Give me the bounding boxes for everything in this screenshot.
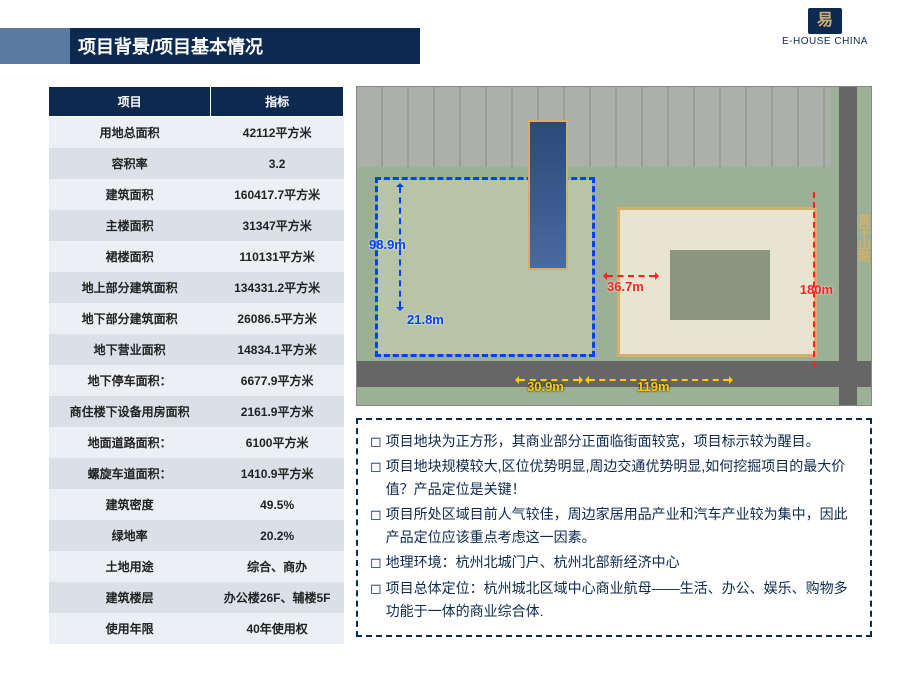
logo: 易 E-HOUSE CHINA <box>770 8 880 47</box>
table-row: 土地用途综合、商办 <box>49 551 344 582</box>
spec-label: 使用年限 <box>49 613 211 644</box>
dim-label-w2: 36.7m <box>607 279 644 294</box>
map-background-buildings <box>357 87 831 167</box>
dim-label-w3: 30.9m <box>527 379 564 394</box>
spec-value: 26086.5平方米 <box>211 303 344 334</box>
table-row: 主楼面积31347平方米 <box>49 210 344 241</box>
logo-mark: 易 <box>808 8 842 34</box>
page-title: 项目背景/项目基本情况 <box>70 28 420 64</box>
square-bullet-icon: ◻ <box>370 455 382 501</box>
spec-label: 地面道路面积： <box>49 427 211 458</box>
site-map: 莫干山路 98.9m 21.8m 36.7m 30.9m 119m 180m <box>356 86 872 406</box>
spec-value: 110131平方米 <box>211 241 344 272</box>
map-podium <box>617 207 817 357</box>
spec-label: 建筑面积 <box>49 179 211 210</box>
square-bullet-icon: ◻ <box>370 430 382 453</box>
spec-label: 地下停车面积： <box>49 365 211 396</box>
spec-value: 综合、商办 <box>211 551 344 582</box>
table-row: 地面道路面积：6100平方米 <box>49 427 344 458</box>
title-band: 项目背景/项目基本情况 <box>0 28 420 64</box>
spec-value: 49.5% <box>211 489 344 520</box>
spec-value: 2161.9平方米 <box>211 396 344 427</box>
spec-value: 3.2 <box>211 148 344 179</box>
map-road-horizontal <box>357 361 871 387</box>
spec-value: 31347平方米 <box>211 210 344 241</box>
spec-value: 40年使用权 <box>211 613 344 644</box>
spec-label: 商住楼下设备用房面积 <box>49 396 211 427</box>
spec-label: 容积率 <box>49 148 211 179</box>
spec-value: 6100平方米 <box>211 427 344 458</box>
spec-label: 地下营业面积 <box>49 334 211 365</box>
map-tower <box>528 120 568 270</box>
note-text: 项目地块为正方形，其商业部分正面临街面较宽，项目标示较为醒目。 <box>386 430 858 453</box>
spec-value: 14834.1平方米 <box>211 334 344 365</box>
table-row: 建筑楼层办公楼26F、辅楼5F <box>49 582 344 613</box>
map-road-vertical <box>839 87 857 405</box>
table-row: 使用年限40年使用权 <box>49 613 344 644</box>
spec-label: 主楼面积 <box>49 210 211 241</box>
square-bullet-icon: ◻ <box>370 551 382 574</box>
table-row: 螺旋车道面积：1410.9平方米 <box>49 458 344 489</box>
spec-label: 地上部分建筑面积 <box>49 272 211 303</box>
dim-label-w4: 119m <box>637 379 670 394</box>
title-lead-bar <box>0 28 70 64</box>
note-item: ◻项目所处区域目前人气较佳，周边家居用品产业和汽车产业较为集中，因此产品定位应该… <box>370 503 858 549</box>
dim-label-east: 180m <box>800 282 833 297</box>
notes-panel: ◻项目地块为正方形，其商业部分正面临街面较宽，项目标示较为醒目。◻项目地块规模较… <box>356 418 872 637</box>
spec-label: 螺旋车道面积： <box>49 458 211 489</box>
table-row: 建筑密度49.5% <box>49 489 344 520</box>
spec-label: 裙楼面积 <box>49 241 211 272</box>
content: 项目 指标 用地总面积42112平方米容积率3.2建筑面积160417.7平方米… <box>48 86 872 682</box>
table-row: 地下营业面积14834.1平方米 <box>49 334 344 365</box>
note-text: 地理环境：杭州北城门户、杭州北部新经济中心 <box>386 551 858 574</box>
spec-value: 6677.9平方米 <box>211 365 344 396</box>
note-item: ◻地理环境：杭州北城门户、杭州北部新经济中心 <box>370 551 858 574</box>
note-text: 项目所处区域目前人气较佳，周边家居用品产业和汽车产业较为集中，因此产品定位应该重… <box>386 503 858 549</box>
note-item: ◻项目总体定位：杭州城北区域中心商业航母——生活、办公、娱乐、购物多功能于一体的… <box>370 577 858 623</box>
spec-value: 134331.2平方米 <box>211 272 344 303</box>
square-bullet-icon: ◻ <box>370 503 382 549</box>
spec-label: 用地总面积 <box>49 117 211 149</box>
dim-label-h1: 98.9m <box>369 237 406 252</box>
note-item: ◻项目地块为正方形，其商业部分正面临街面较宽，项目标示较为醒目。 <box>370 430 858 453</box>
table-row: 容积率3.2 <box>49 148 344 179</box>
note-text: 项目地块规模较大,区位优势明显,周边交通优势明显,如何挖掘项目的最大价值？产品定… <box>386 455 858 501</box>
table-row: 地下部分建筑面积26086.5平方米 <box>49 303 344 334</box>
table-row: 裙楼面积110131平方米 <box>49 241 344 272</box>
spec-value: 160417.7平方米 <box>211 179 344 210</box>
logo-text: E-HOUSE CHINA <box>770 36 880 47</box>
dim-arrow-w2 <box>607 275 655 277</box>
spec-label: 地下部分建筑面积 <box>49 303 211 334</box>
table-row: 地下停车面积：6677.9平方米 <box>49 365 344 396</box>
dim-arrow-east <box>813 192 815 367</box>
spec-value: 42112平方米 <box>211 117 344 149</box>
spec-column: 项目 指标 用地总面积42112平方米容积率3.2建筑面积160417.7平方米… <box>48 86 344 682</box>
spec-table: 项目 指标 用地总面积42112平方米容积率3.2建筑面积160417.7平方米… <box>48 86 344 644</box>
spec-value: 20.2% <box>211 520 344 551</box>
square-bullet-icon: ◻ <box>370 577 382 623</box>
spec-label: 土地用途 <box>49 551 211 582</box>
right-column: 莫干山路 98.9m 21.8m 36.7m 30.9m 119m 180m ◻… <box>356 86 872 682</box>
table-row: 用地总面积42112平方米 <box>49 117 344 149</box>
table-row: 建筑面积160417.7平方米 <box>49 179 344 210</box>
spec-header-index: 指标 <box>211 87 344 117</box>
spec-label: 建筑楼层 <box>49 582 211 613</box>
dim-label-w1: 21.8m <box>407 312 444 327</box>
spec-value: 办公楼26F、辅楼5F <box>211 582 344 613</box>
header: 项目背景/项目基本情况 易 E-HOUSE CHINA <box>0 0 920 60</box>
note-item: ◻项目地块规模较大,区位优势明显,周边交通优势明显,如何挖掘项目的最大价值？产品… <box>370 455 858 501</box>
map-road-label: 莫干山路 <box>856 214 872 262</box>
map-plaza-outline <box>375 177 595 357</box>
spec-label: 建筑密度 <box>49 489 211 520</box>
spec-label: 绿地率 <box>49 520 211 551</box>
note-text: 项目总体定位：杭州城北区域中心商业航母——生活、办公、娱乐、购物多功能于一体的商… <box>386 577 858 623</box>
table-row: 地上部分建筑面积134331.2平方米 <box>49 272 344 303</box>
spec-header-project: 项目 <box>49 87 211 117</box>
table-row: 绿地率20.2% <box>49 520 344 551</box>
spec-value: 1410.9平方米 <box>211 458 344 489</box>
table-row: 商住楼下设备用房面积2161.9平方米 <box>49 396 344 427</box>
